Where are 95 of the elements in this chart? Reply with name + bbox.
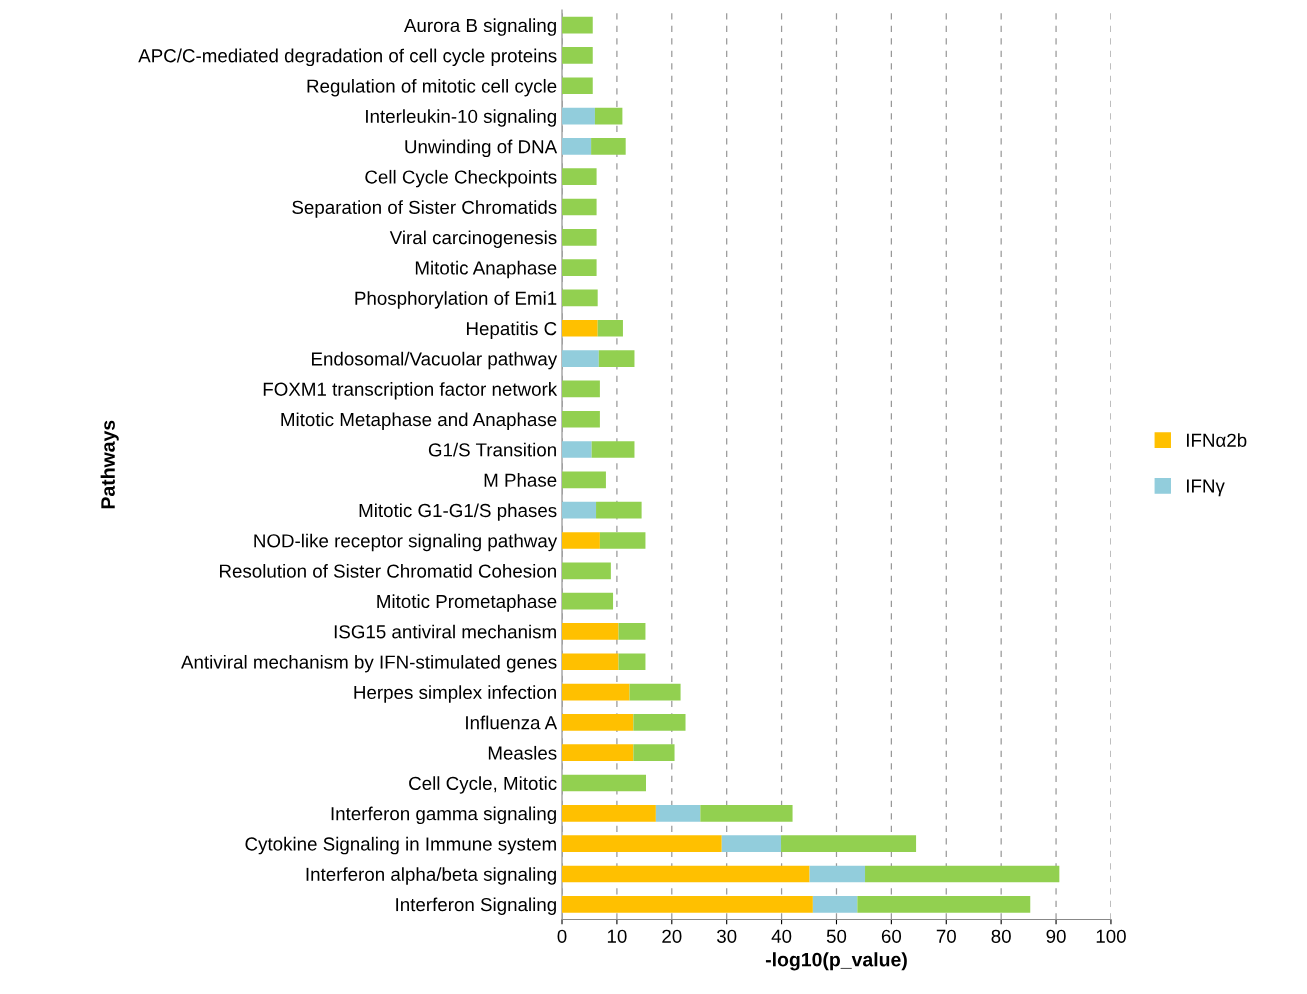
y-tick-label: Herpes simplex infection <box>354 685 556 703</box>
bar <box>562 683 630 701</box>
y-tick-label: Interferon gamma signaling <box>331 806 556 825</box>
bar <box>562 501 597 519</box>
y-tick-label: Resolution of Sister Chromatid Cohesion <box>220 564 556 578</box>
y-tick-label: Interferon alpha/beta signaling <box>306 867 556 885</box>
bar <box>562 198 597 216</box>
x-tick-label: 80 <box>991 929 1011 943</box>
y-tick-label: Endosomal/Vacuolar pathway <box>312 351 558 370</box>
y-tick-label: Cytokine Signaling in Immune system <box>245 836 556 855</box>
bar <box>596 501 642 519</box>
y-tick-label: NOD-like receptor signaling pathway <box>254 533 558 552</box>
bar <box>633 714 686 731</box>
bar <box>591 441 635 458</box>
y-axis-title: Pathways <box>100 420 119 509</box>
bar <box>562 592 614 610</box>
bar <box>618 623 646 640</box>
bar <box>598 350 635 367</box>
x-tick-label: 30 <box>716 929 737 943</box>
x-tick-label: 20 <box>662 929 682 943</box>
x-tick-label: 0 <box>557 929 567 943</box>
bar <box>562 319 598 337</box>
bar <box>562 138 592 155</box>
bar <box>812 895 858 913</box>
bar <box>562 895 813 913</box>
y-tick-label: Mitotic Metaphase and Anaphase <box>281 412 557 430</box>
bar <box>591 138 626 155</box>
bar <box>562 228 597 246</box>
x-tick-label: 50 <box>826 929 847 943</box>
bar <box>629 683 681 701</box>
y-tick-label: Cell Cycle, Mitotic <box>409 776 557 794</box>
y-tick-label: Regulation of mitotic cell cycle <box>307 78 557 97</box>
y-tick-label: APC/C-mediated degradation of cell cycle proteins <box>138 48 557 67</box>
x-tick-label: 10 <box>607 929 627 943</box>
bar <box>865 865 1060 883</box>
bar <box>599 532 646 549</box>
y-tick-label: Interleukin-10 signaling <box>366 109 556 127</box>
y-tick-label: Aurora B signaling <box>403 18 556 36</box>
bar <box>562 714 634 731</box>
y-tick-label: ISG15 antiviral mechanism <box>334 624 556 639</box>
y-tick-label: Unwinding of DNA <box>405 139 558 158</box>
x-axis-title: -log10(p_value) <box>765 952 907 971</box>
bar <box>562 471 606 489</box>
bar <box>562 168 597 186</box>
bar <box>562 16 593 34</box>
bar <box>618 653 646 671</box>
bar <box>562 47 593 64</box>
y-tick-label: M Phase <box>484 473 557 487</box>
bar <box>721 835 782 852</box>
bar <box>562 77 593 95</box>
y-tick-label: Measles <box>488 745 557 760</box>
bar <box>562 623 619 640</box>
y-tick-label: Mitotic G1-G1/S phases <box>359 503 557 521</box>
bar <box>562 653 619 671</box>
y-tick-label: G1/S Transition <box>428 442 556 457</box>
bar <box>781 835 917 852</box>
bar <box>562 289 598 307</box>
y-tick-label: FOXM1 transcription factor network <box>263 382 558 400</box>
y-tick-label: Hepatitis C <box>466 321 557 339</box>
bar <box>562 259 597 276</box>
legend-label: IFNα2b <box>1187 433 1247 447</box>
bar <box>562 805 656 822</box>
legend-label: IFNγ <box>1187 479 1225 497</box>
bar <box>594 107 623 125</box>
x-tick-label: 60 <box>881 929 902 943</box>
x-tick-label: 90 <box>1046 929 1066 943</box>
bar <box>562 410 600 428</box>
bar <box>597 319 623 337</box>
bar <box>562 865 810 883</box>
bar <box>562 744 634 762</box>
y-tick-label: Viral carcinogenesis <box>389 230 557 248</box>
bar <box>633 744 675 762</box>
bar <box>809 865 866 883</box>
bar <box>562 350 599 367</box>
y-tick-label: Antiviral mechanism by IFN-stimulated genes <box>181 654 557 673</box>
bar <box>562 835 722 852</box>
x-tick-label: 70 <box>936 929 956 943</box>
x-tick-label: 40 <box>771 929 792 943</box>
y-tick-label: Interferon Signaling <box>396 897 556 915</box>
bar <box>562 774 646 792</box>
bar <box>562 380 600 398</box>
bar <box>562 107 595 125</box>
bar <box>700 805 793 822</box>
y-tick-label: Cell Cycle Checkpoints <box>365 169 557 188</box>
bar <box>562 532 600 549</box>
bar <box>857 895 1031 913</box>
y-tick-label: Mitotic Prometaphase <box>377 594 557 612</box>
y-tick-label: Phosphorylation of Emi1 <box>355 291 557 309</box>
bar <box>562 562 611 580</box>
bar <box>655 805 701 822</box>
y-tick-label: Separation of Sister Chromatids <box>292 200 557 218</box>
y-tick-label: Mitotic Anaphase <box>415 260 557 279</box>
y-tick-label: Influenza A <box>466 715 558 730</box>
x-tick-label: 100 <box>1096 929 1126 943</box>
bar <box>562 441 592 458</box>
